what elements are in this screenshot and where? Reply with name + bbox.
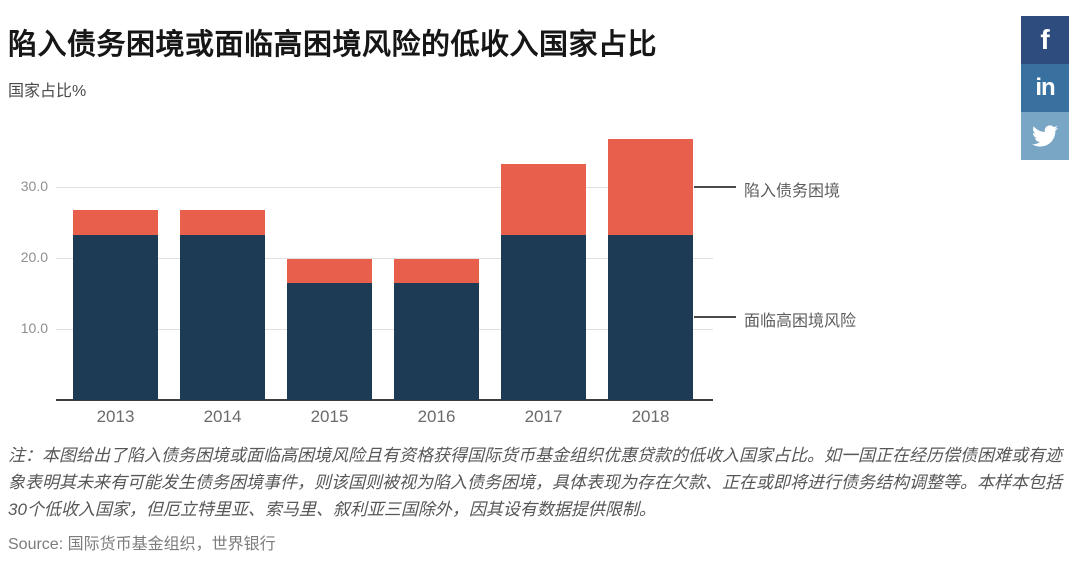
x-axis-tick-2018: 2018	[631, 407, 670, 426]
bar-segment-in-distress-2014	[180, 210, 265, 235]
bar-segment-in-distress-2013	[73, 210, 158, 235]
y-axis-unit-label: 国家占比%	[8, 83, 87, 100]
y-gridline-20.0	[56, 257, 713, 259]
x-axis-line	[56, 399, 713, 401]
footnote-line-1: 注：本图给出了陷入债务困境或面临高困境风险且有资格获得国际货币基金组织优惠贷款的…	[8, 446, 1062, 465]
legend-label-in-distress: 陷入债务困境	[744, 183, 841, 200]
y-axis-tick-20.0: 20.0	[20, 249, 48, 265]
bar-segment-high-risk-2016	[394, 282, 479, 400]
linkedin-icon: in	[1035, 74, 1055, 101]
bar-segment-in-distress-2016	[394, 259, 479, 283]
y-gridline-30.0	[56, 186, 713, 188]
chart-footnote: 注：本图给出了陷入债务困境或面临高困境风险且有资格获得国际货币基金组织优惠贷款的…	[8, 442, 1062, 523]
legend-label-high-risk: 面临高困境风险	[744, 313, 857, 331]
facebook-icon: f	[1040, 24, 1050, 55]
x-axis-tick-2015: 2015	[310, 407, 349, 426]
footnote-line-3: 30个低收入国家，但厄立特里亚、索马里、叙利亚三国除外，因其设有数据提供限制。	[8, 500, 656, 519]
bar-segment-high-risk-2014	[180, 234, 265, 400]
x-axis-tick-2017: 2017	[524, 407, 563, 426]
twitter-share-button[interactable]	[1021, 112, 1069, 160]
bar-segment-in-distress-2017	[501, 163, 586, 235]
bar-segment-in-distress-2015	[287, 259, 372, 283]
x-axis-tick-2016: 2016	[417, 407, 456, 426]
x-axis-tick-2014: 2014	[203, 407, 242, 426]
y-axis-tick-30.0: 30.0	[20, 178, 48, 194]
legend-label-in-distress-connector-line	[694, 186, 736, 188]
bar-segment-in-distress-2018	[608, 139, 693, 235]
bar-segment-high-risk-2018	[608, 234, 693, 400]
footnote-line-2: 象表明其未来有可能发生债务困境事件，则该国则被视为陷入债务困境，具体表现为存在欠…	[8, 473, 1062, 492]
bar-segment-high-risk-2015	[287, 282, 372, 400]
linkedin-share-button[interactable]: in	[1021, 64, 1069, 112]
share-buttons: f in	[1021, 16, 1069, 160]
legend-label-high-risk-connector-line	[694, 316, 736, 319]
bar-segment-high-risk-2017	[501, 234, 586, 400]
page-title: 陷入债务困境或面临高困境风险的低收入国家占比	[8, 29, 658, 61]
y-gridline-10.0	[56, 328, 713, 330]
source-line: Source: 国际货币基金组织，世界银行	[8, 536, 276, 553]
facebook-share-button[interactable]: f	[1021, 16, 1069, 64]
bar-segment-high-risk-2013	[73, 234, 158, 400]
y-axis-tick-10.0: 10.0	[20, 320, 48, 336]
x-axis-tick-2013: 2013	[96, 407, 135, 426]
twitter-icon	[1032, 125, 1058, 147]
